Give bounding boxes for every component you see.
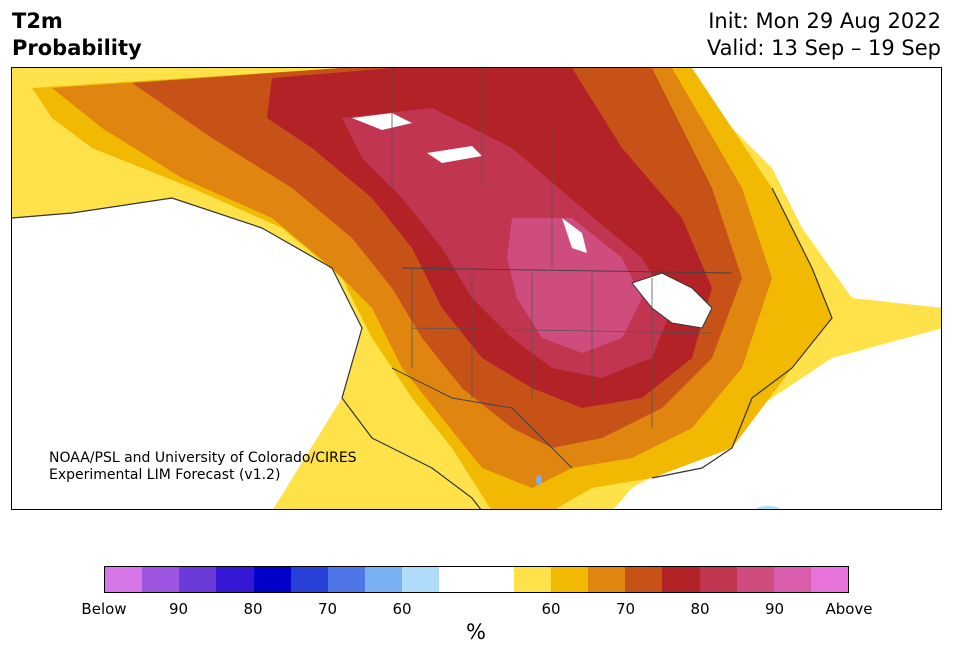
great-bear-lake (352, 113, 412, 130)
colorbar-segment (810, 567, 849, 592)
forecast-dates: Init: Mon 29 Aug 2022 Valid: 13 Sep – 19… (707, 8, 941, 62)
atlantic-white (613, 328, 941, 509)
pacific-coastline (12, 197, 482, 509)
cool-spot-caribbean (756, 506, 780, 509)
colorbar-segment (142, 567, 180, 592)
state-borders (411, 268, 713, 428)
colorbar-tick-label: 70 (615, 600, 636, 618)
shade-90 (507, 218, 642, 353)
colorbar-segment (105, 567, 143, 592)
us-mexico-border (391, 367, 573, 469)
colorbar-segment (662, 567, 700, 592)
lake-winnipeg (562, 218, 587, 253)
probability-shading (12, 68, 941, 509)
colorbar (104, 566, 849, 593)
colorbar-tick-label: 80 (243, 600, 263, 618)
colorbar-segment (736, 567, 774, 592)
colorbar-segment (625, 567, 663, 592)
colorbar-tick-label: 80 (690, 600, 710, 618)
colorbar-tick-label: 70 (317, 600, 338, 618)
colorbar-segment (773, 567, 811, 592)
variable-name: T2m (12, 9, 63, 33)
colorbar-segment (513, 567, 551, 592)
colorbar-segment (550, 567, 589, 592)
colorbar-segment (179, 567, 217, 592)
colorbar-units: % (466, 620, 486, 644)
product-name: Probability (12, 36, 142, 60)
colorbar-tick-label: 60 (392, 600, 412, 618)
credit-text: NOAA/PSL and University of Colorado/CIRE… (49, 450, 357, 484)
map-title: T2m Probability (12, 8, 142, 62)
colorbar-tick-label: 90 (168, 600, 189, 618)
colorbar-segment (476, 567, 514, 592)
init-date: Init: Mon 29 Aug 2022 (708, 9, 941, 33)
province-borders (391, 68, 553, 268)
colorbar-tick-label: Above (825, 600, 873, 618)
colorbar-segment (327, 567, 366, 592)
cool-spot-mexico (536, 475, 542, 485)
credit-line-1: NOAA/PSL and University of Colorado/CIRE… (49, 450, 357, 466)
great-slave-lake (427, 146, 482, 163)
colorbar-segment (365, 567, 403, 592)
us-canada-border (401, 267, 733, 274)
ocean-pacific (12, 198, 362, 509)
colorbar-segment (588, 567, 626, 592)
atlantic-coastline (651, 187, 833, 479)
credit-line-2: Experimental LIM Forecast (v1.2) (49, 467, 281, 483)
canada-east-white (662, 68, 941, 308)
valid-range: Valid: 13 Sep – 19 Sep (706, 36, 941, 60)
probability-map (11, 67, 942, 510)
colorbar-segment (402, 567, 440, 592)
colorbar-segment (699, 567, 737, 592)
colorbar-segment (439, 567, 477, 592)
colorbar-tick-label: Below (81, 600, 127, 618)
colorbar-segment (290, 567, 328, 592)
colorbar-segment (253, 567, 291, 592)
colorbar-segment (216, 567, 254, 592)
colorbar-tick-label: 90 (764, 600, 785, 618)
colorbar-tick-label: 60 (541, 600, 561, 618)
